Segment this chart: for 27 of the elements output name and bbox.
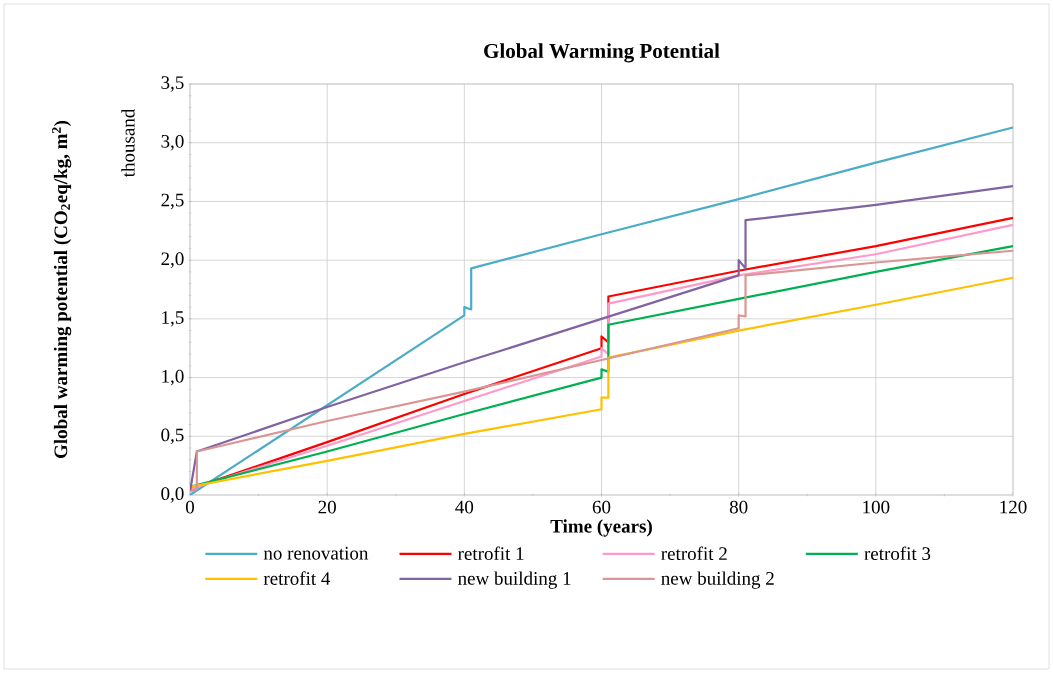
legend-label: new building 2 — [661, 571, 774, 589]
x-tick-label: 120 — [1000, 500, 1027, 514]
legend-label: retrofit 2 — [661, 546, 727, 561]
x-tick-label: 60 — [592, 500, 611, 514]
x-tick-label: 0 — [185, 500, 195, 514]
chart-title: Global Warming Potential — [484, 43, 720, 63]
legend-label: retrofit 4 — [263, 571, 331, 585]
y-tick-label: 0,5 — [161, 428, 184, 445]
line-series — [190, 126, 1014, 495]
y-tick-label: 3,5 — [161, 76, 184, 92]
x-tick-label: 40 — [455, 500, 474, 514]
y-tick-label: 0,0 — [161, 487, 184, 503]
y-axis-title: Global warming potential (CO$_{2}$eq/kg, m$^{2}$) — [51, 120, 72, 459]
legend-label: no renovation — [263, 546, 369, 560]
legend-label: retrofit 3 — [864, 546, 931, 561]
y-tick-label: 2,0 — [161, 252, 184, 268]
text: thousand — [121, 108, 135, 178]
legend-label: new building 1 — [458, 571, 571, 589]
x-tick-label: 100 — [863, 500, 890, 514]
x-axis-title: Time (years) — [550, 519, 652, 537]
legend-label: retrofit 1 — [457, 546, 524, 561]
x-tick-label: 80 — [729, 500, 748, 514]
x-tick-label: 20 — [318, 500, 336, 514]
y-tick-label: 3,0 — [161, 134, 184, 151]
y-tick-label: 1,5 — [162, 311, 184, 327]
y-tick-label: 2,5 — [161, 193, 184, 210]
y-tick-label: 1,0 — [162, 369, 184, 386]
